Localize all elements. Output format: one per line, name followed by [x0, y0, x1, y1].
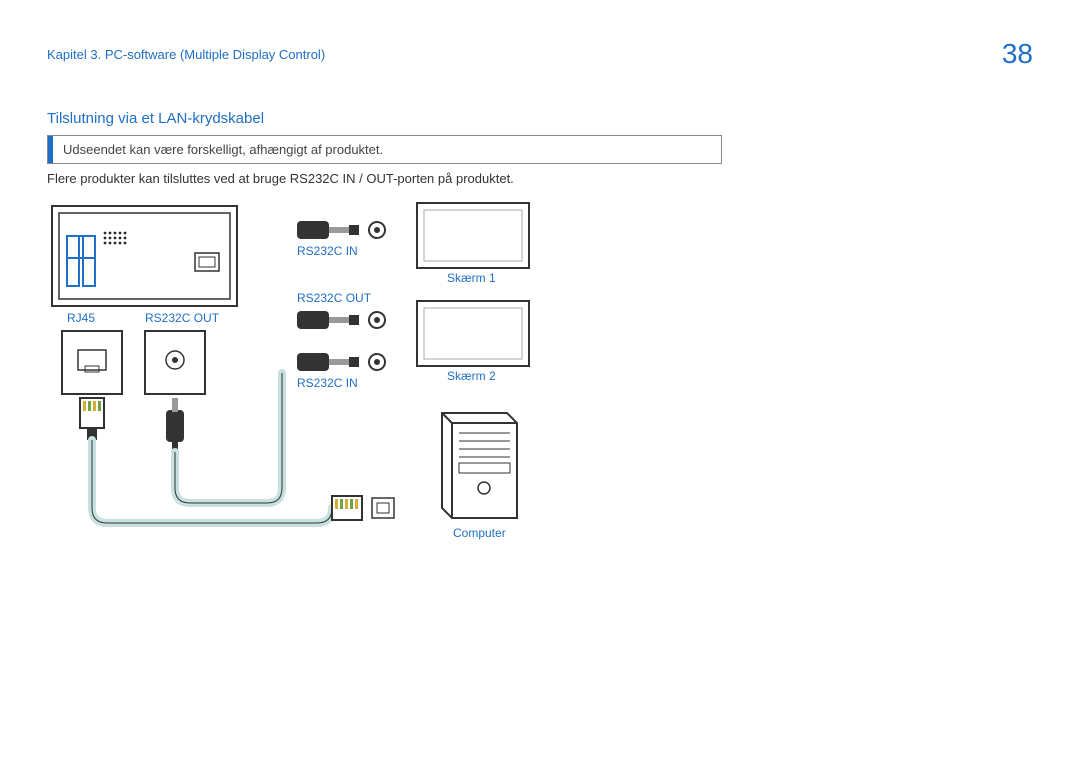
page-number: 38	[1002, 38, 1033, 70]
page-header: Kapitel 3. PC-software (Multiple Display…	[47, 38, 1033, 70]
monitor-1	[417, 203, 529, 268]
label-monitor2: Skærm 2	[447, 369, 496, 383]
note-box: Udseendet kan være forskelligt, afhængig…	[47, 135, 722, 164]
product-back-panel	[52, 206, 237, 306]
rs232c-in-plug-bottom	[297, 353, 385, 371]
chapter-title: Kapitel 3. PC-software (Multiple Display…	[47, 47, 325, 62]
rs232c-out-plug-mid	[297, 311, 385, 329]
label-monitor1: Skærm 1	[447, 271, 496, 285]
rs232c-in-plug-top	[297, 221, 385, 239]
label-rs232c-out-mid: RS232C OUT	[297, 291, 371, 305]
body-text: Flere produkter kan tilsluttes ved at br…	[47, 171, 514, 186]
computer-tower	[442, 413, 517, 518]
label-rj45: RJ45	[67, 311, 95, 325]
section-title: Tilslutning via et LAN-krydskabel	[47, 110, 264, 127]
label-computer: Computer	[453, 526, 506, 540]
rs232c-out-port-box	[145, 331, 205, 394]
note-text: Udseendet kan være forskelligt, afhængig…	[53, 136, 393, 163]
rj45-port-box	[62, 331, 122, 394]
label-rs232c-out-left: RS232C OUT	[145, 311, 219, 325]
connection-diagram: RJ45 RS232C OUT RS232C IN RS232C OUT RS2…	[47, 198, 567, 568]
label-rs232c-in-bottom: RS232C IN	[297, 376, 358, 390]
monitor-2	[417, 301, 529, 366]
label-rs232c-in-top: RS232C IN	[297, 244, 358, 258]
rj45-plug-computer	[332, 496, 394, 520]
